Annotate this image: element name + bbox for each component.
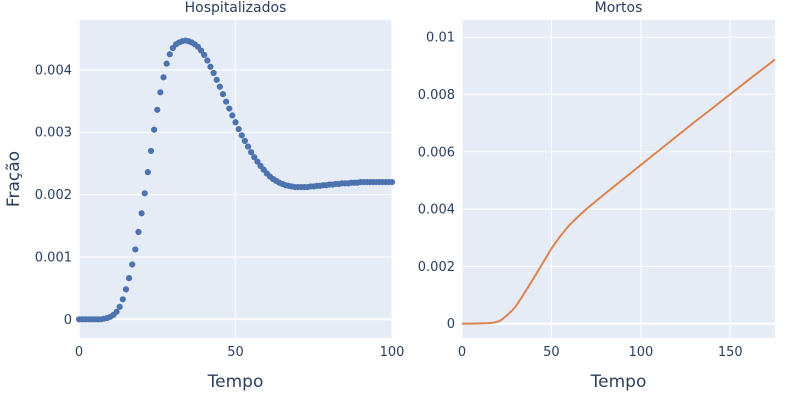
x-tick-label: 50 xyxy=(543,345,560,360)
data-point xyxy=(163,60,170,67)
data-point xyxy=(254,158,261,165)
data-point xyxy=(129,261,136,268)
y-tick-label: 0.003 xyxy=(35,126,72,141)
x-tick-label: 150 xyxy=(718,345,743,360)
data-point xyxy=(122,286,130,293)
data-point xyxy=(235,126,242,133)
y-tick-label: 0.004 xyxy=(418,203,455,218)
y-tick-label: 0.01 xyxy=(426,31,455,46)
data-point xyxy=(207,63,214,70)
data-point xyxy=(251,154,258,161)
y-tick-label: 0.002 xyxy=(35,188,72,203)
grid-mortos xyxy=(461,20,775,338)
data-point xyxy=(157,89,164,96)
x-tick-label: 100 xyxy=(628,345,653,360)
data-point xyxy=(135,228,142,236)
title-hospitalizados: Hospitalizados xyxy=(185,0,287,16)
data-point xyxy=(151,126,158,133)
xlabel-mortos: Tempo xyxy=(590,372,647,392)
y-tick-label: 0.004 xyxy=(35,63,72,78)
ticks-hospitalizados: 0 50 100 0 0.001 0.002 0.003 0.004 xyxy=(35,63,405,360)
data-point xyxy=(201,51,208,59)
title-mortos: Mortos xyxy=(595,0,643,16)
data-point xyxy=(160,74,167,81)
data-point xyxy=(216,83,223,90)
y-tick-label: 0.006 xyxy=(418,145,455,160)
data-point xyxy=(229,112,236,119)
chart-mortos: 0 50 100 150 0 0.002 0.004 0.006 0.008 0.01 Morto… xyxy=(418,0,776,392)
chart-hospitalizados: 0 50 100 0 0.001 0.002 0.003 0.004 Hospitalizad… xyxy=(4,0,404,392)
x-tick-label: 100 xyxy=(380,345,405,360)
data-point xyxy=(213,76,220,83)
data-point xyxy=(204,57,211,64)
data-point xyxy=(238,132,245,139)
x-tick-label: 0 xyxy=(458,345,466,360)
data-point xyxy=(223,98,230,105)
data-point xyxy=(125,275,133,282)
ylabel-hospitalizados: Fração xyxy=(4,151,24,207)
series-mortos xyxy=(462,58,776,325)
data-point xyxy=(219,91,227,98)
data-point xyxy=(388,179,396,186)
x-tick-label: 0 xyxy=(75,345,83,360)
plot-area-mortos xyxy=(462,20,775,338)
data-point xyxy=(154,106,161,113)
data-point xyxy=(166,51,173,58)
data-point xyxy=(244,143,252,150)
grid-hospitalizados xyxy=(78,20,393,338)
data-point xyxy=(113,308,120,315)
data-point xyxy=(138,210,145,217)
data-point xyxy=(119,296,126,303)
y-tick-label: 0.001 xyxy=(35,250,72,265)
data-point xyxy=(141,190,148,197)
data-point xyxy=(144,169,151,176)
data-point xyxy=(147,147,155,155)
y-tick-label: 0.008 xyxy=(418,88,455,103)
ticks-mortos: 0 50 100 150 0 0.002 0.004 0.006 0.008 0.01 xyxy=(418,31,743,360)
data-point xyxy=(116,303,123,310)
data-point xyxy=(248,149,255,156)
y-tick-label: 0 xyxy=(447,317,455,332)
y-tick-label: 0.002 xyxy=(418,260,455,275)
data-point xyxy=(197,47,205,54)
x-tick-label: 50 xyxy=(227,345,244,360)
data-point xyxy=(210,69,217,77)
xlabel-hospitalizados: Tempo xyxy=(207,372,264,392)
data-point xyxy=(226,105,233,112)
data-point xyxy=(132,246,139,253)
series-hospitalizados xyxy=(75,37,396,323)
data-point xyxy=(241,137,248,145)
series-line xyxy=(462,58,776,325)
data-point xyxy=(232,119,239,126)
y-tick-label: 0 xyxy=(64,313,72,328)
